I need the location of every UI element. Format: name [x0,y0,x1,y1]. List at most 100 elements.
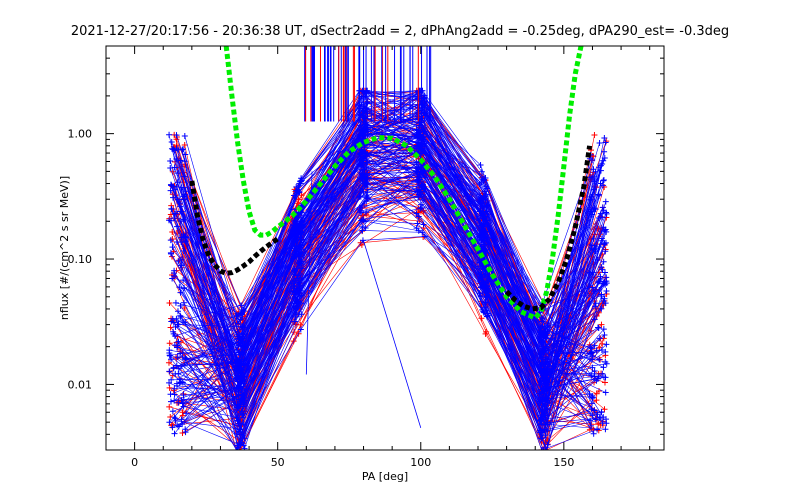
data-point [180,277,187,284]
x-axis-label: PA [deg] [362,470,408,483]
x-tick-label: 100 [410,456,431,469]
data-point [540,375,547,382]
data-trace [168,183,602,421]
data-point [595,420,602,427]
data-point [416,122,423,129]
data-trace [184,110,599,313]
data-point [171,414,178,421]
data-point [171,385,178,392]
data-point [235,349,242,356]
data-point [168,376,175,383]
data-point [237,441,244,448]
data-trace [184,90,603,424]
data-trace [172,152,601,428]
data-point [239,367,246,374]
data-point [298,311,305,318]
data-point [234,401,241,408]
data-point [361,198,368,205]
data-trace [184,161,591,450]
data-point [478,168,485,175]
data-point [358,217,365,224]
data-point [414,91,421,98]
data-point [172,370,179,377]
data-point [484,238,491,245]
data-point [587,344,594,351]
data-point [171,215,178,222]
data-point [602,348,609,355]
data-point [593,347,600,354]
data-point [180,392,187,399]
data-point [591,407,598,414]
data-point [297,178,304,185]
data-point [177,289,184,296]
data-point [478,274,485,281]
data-point [179,421,186,428]
data-point [175,338,182,345]
data-point [291,287,298,294]
data-point [359,216,366,223]
data-point [603,210,610,217]
data-point [360,162,367,169]
data-trace [169,208,603,439]
x-tick-label: 50 [271,456,285,469]
data-point [595,324,602,331]
data-point [363,183,370,190]
data-point [234,320,241,327]
data-point [414,220,421,227]
data-trace [175,197,606,446]
data-trace [179,118,604,418]
data-trace [180,107,594,361]
data-point [361,150,368,157]
data-point [601,331,608,338]
data-point [171,430,178,437]
data-point [166,340,173,347]
data-point [598,321,605,328]
data-point [600,177,607,184]
data-point [419,181,426,188]
data-trace [182,177,593,425]
data-trace [179,90,600,340]
data-point [172,417,179,424]
data-trace [170,196,603,426]
data-point [542,432,549,439]
data-point [168,206,175,213]
data-point [538,447,545,450]
data-point [598,347,605,354]
data-trace [185,153,595,411]
data-point [171,272,178,279]
data-point [363,164,370,171]
data-point [241,445,248,450]
data-trace [181,142,591,401]
x-tick-label: 0 [131,456,138,469]
data-point [417,188,424,195]
data-point [414,129,421,136]
data-point [591,173,598,180]
data-point [415,227,422,234]
y-axis-label: nflux [#/(cm^2 s sr MeV)] [58,176,71,320]
fit-curve-1 [504,145,593,312]
fit-curve-0 [223,46,584,321]
data-point [602,426,609,433]
data-point [596,139,603,146]
data-trace [168,111,600,359]
data-point [592,300,599,307]
data-point [598,235,605,242]
data-point [413,164,420,171]
data-trace [363,240,422,429]
data-point [415,168,422,175]
data-point [174,308,181,315]
data-point [537,382,544,389]
data-point [538,339,545,346]
data-point [362,119,369,126]
data-trace [176,189,603,416]
data-point [360,155,367,162]
data-point [170,364,177,371]
data-point [536,400,543,407]
data-point [480,203,487,210]
data-point [413,210,420,217]
data-point [543,360,550,367]
data-point [175,321,182,328]
data-point [415,179,422,186]
data-trace [172,113,607,412]
data-point [181,142,188,149]
